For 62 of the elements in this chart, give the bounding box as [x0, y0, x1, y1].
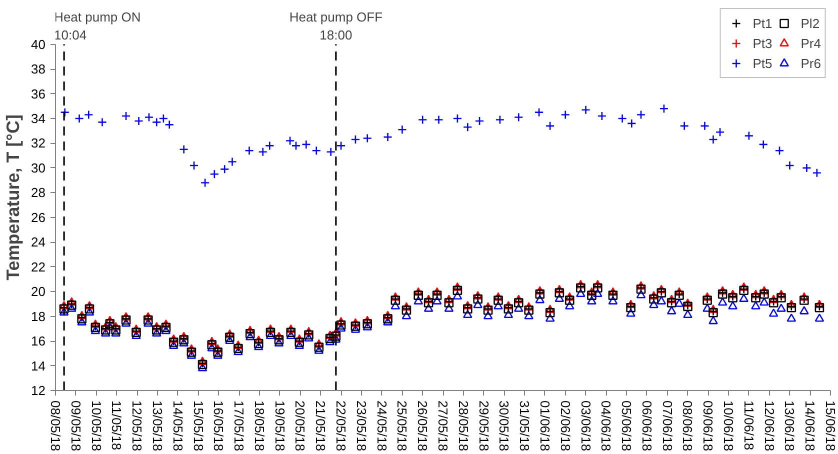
x-tick-label: 11/05/18: [109, 400, 124, 450]
legend-label: Pr6: [800, 56, 821, 70]
legend-label: Pl2: [800, 16, 821, 30]
x-tick-label: 08/06/18: [680, 400, 696, 452]
y-tick-label: 24: [31, 234, 46, 250]
x-tick-label: 02/06/18: [558, 400, 573, 452]
y-tick-label: 40: [31, 36, 46, 52]
legend-label: Pt3: [752, 36, 773, 50]
x-tick-label: 31/05/18: [517, 400, 532, 452]
y-tick-label: 22: [31, 259, 46, 274]
y-tick-label: 38: [31, 62, 46, 77]
x-tick-label: 05/06/18: [619, 400, 634, 452]
x-tick-label: 10/06/18: [721, 400, 736, 452]
x-tick-label: 24/05/18: [374, 400, 390, 452]
x-tick-label: 09/05/18: [68, 400, 84, 452]
y-tick-label: 30: [31, 160, 46, 176]
x-tick-label: 17/05/18: [232, 400, 247, 452]
y-tick-label: 20: [31, 284, 46, 300]
x-tick-label: 13/06/18: [782, 400, 798, 452]
x-tick-label: 18/05/18: [252, 400, 267, 452]
x-tick-label: 27/05/18: [436, 400, 450, 452]
x-tick-label: 13/05/18: [150, 400, 165, 452]
x-tick-label: 09/06/18: [700, 400, 716, 452]
x-tick-label: 26/05/18: [415, 400, 430, 452]
legend-label: Pr4: [800, 36, 821, 50]
y-tick-label: 12: [31, 383, 46, 398]
x-tick-label: 16/05/18: [211, 400, 226, 452]
x-tick-label: 14/06/18: [802, 400, 818, 452]
y-tick-label: 18: [31, 308, 46, 324]
x-tick-label: 11/06/18: [741, 400, 756, 450]
x-tick-label: 30/05/18: [496, 400, 512, 452]
legend-label: Pt5: [752, 56, 773, 70]
x-tick-label: 15/05/18: [190, 400, 206, 452]
x-tick-label: 08/05/18: [48, 400, 63, 452]
y-tick-label: 16: [31, 334, 46, 349]
y-axis-title: Temperature, T [°C]: [3, 114, 24, 280]
y-tick-label: 34: [31, 110, 46, 126]
x-tick-label: 12/05/18: [130, 400, 145, 452]
x-tick-label: 01/06/18: [537, 400, 552, 452]
x-tick-label: 03/06/18: [578, 400, 594, 452]
x-tick-label: 23/05/18: [354, 400, 369, 452]
ref-line-label: Heat pump OFF 18:00: [289, 9, 383, 42]
x-tick-label: 07/06/18: [660, 400, 675, 452]
x-tick-label: 20/05/18: [292, 400, 308, 452]
x-tick-label: 25/05/18: [394, 400, 410, 452]
x-tick-label: 14/05/18: [170, 400, 186, 452]
x-tick-label: 21/05/18: [313, 400, 328, 452]
x-tick-label: 28/05/18: [456, 400, 471, 452]
x-tick-label: 22/05/18: [334, 400, 349, 452]
legend-label: Pt1: [752, 16, 773, 30]
y-tick-label: 28: [31, 185, 46, 200]
y-tick-label: 14: [31, 358, 46, 374]
x-tick-label: 29/05/18: [476, 400, 492, 452]
x-tick-label: 04/06/18: [598, 400, 614, 452]
x-tick-label: 19/05/18: [272, 400, 288, 452]
y-tick-label: 36: [31, 86, 46, 102]
x-tick-label: 06/06/18: [639, 400, 654, 452]
y-tick-label: 32: [31, 136, 46, 151]
y-tick-label: 26: [31, 210, 46, 225]
x-tick-label: 15/06/18: [823, 400, 838, 452]
x-tick-label: 10/05/18: [88, 400, 104, 452]
x-tick-label: 12/06/18: [762, 400, 777, 452]
